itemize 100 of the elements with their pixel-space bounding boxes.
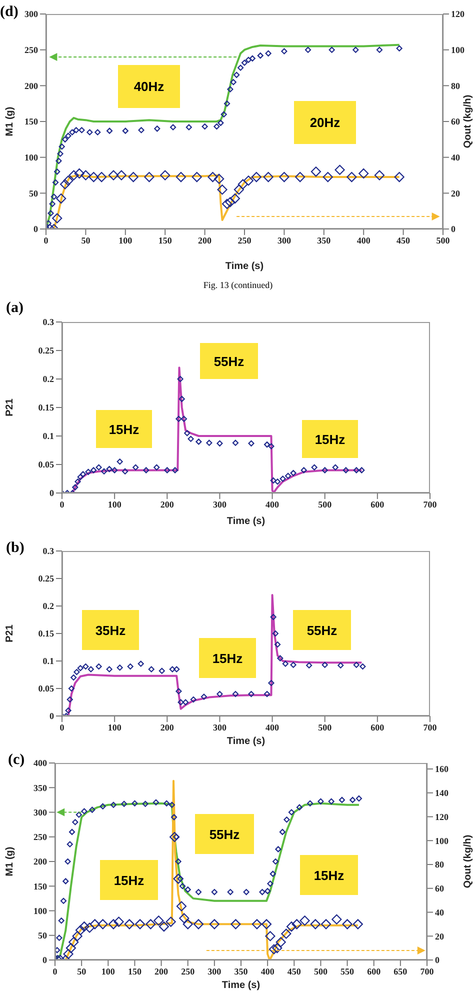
x-tick-label: 400: [266, 722, 280, 732]
x-tick-label: 600: [370, 499, 385, 510]
x-tick-label: 150: [128, 966, 142, 976]
chart-title: (c): [8, 752, 25, 769]
y2-axis-title: Qout (kg/h): [462, 94, 474, 148]
caption: Fig. 13 (continued): [202, 280, 274, 290]
x-tick-label: 350: [234, 966, 248, 976]
y-tick-label: 50: [29, 188, 38, 198]
y2-tick-label: 20: [435, 931, 444, 942]
x-tick-label: 700: [423, 499, 438, 510]
x-tick-label: 500: [314, 966, 328, 976]
y-tick-label: 250: [34, 832, 48, 842]
y-tick-label: 300: [24, 9, 38, 20]
y-tick-label: 250: [24, 45, 38, 56]
y-tick-label: 0.2: [42, 374, 54, 384]
y-tick-label: 0.25: [38, 574, 54, 584]
y-axis-title: M1 (g): [4, 106, 16, 136]
x-tick-label: 300: [277, 235, 292, 246]
y-tick-label: 150: [34, 881, 48, 892]
x-tick-label: 700: [420, 966, 434, 976]
x-tick-label: 0: [60, 499, 65, 510]
y2-axis-title: Qout (kg/h): [462, 834, 474, 888]
y2-tick-label: 140: [435, 788, 449, 798]
y2-tick-label: 60: [435, 884, 444, 894]
y2-tick-label: 40: [435, 907, 444, 918]
annotation: 15Hz: [96, 410, 152, 448]
y-tick-label: 0.15: [38, 628, 54, 639]
annotation: 55Hz: [293, 610, 351, 650]
y2-tick-label: 100: [435, 836, 449, 846]
y-tick-label: 0.3: [42, 317, 54, 328]
y-tick-label: 0.1: [42, 431, 54, 442]
annotation: 20Hz: [294, 101, 356, 144]
y-tick-label: 200: [34, 856, 48, 867]
y-tick-label: 0: [50, 711, 54, 722]
x-tick-label: 100: [118, 235, 133, 246]
y-axis-title: P21: [4, 398, 16, 416]
y-tick-label: 0.25: [38, 346, 54, 356]
y2-tick-label: 160: [435, 764, 449, 774]
x-tick-label: 200: [198, 235, 212, 246]
x-tick-label: 200: [160, 722, 174, 732]
x-axis-title: Time (s): [225, 261, 264, 272]
annotation: 15Hz: [300, 855, 358, 895]
x-tick-label: 550: [340, 966, 355, 976]
x-tick-label: 300: [212, 722, 227, 732]
chart-title: (d): [0, 4, 18, 21]
x-tick-label: 0: [60, 722, 65, 732]
x-tick-label: 500: [318, 722, 332, 732]
x-tick-label: 50: [77, 966, 87, 976]
x-tick-label: 600: [370, 722, 385, 732]
x-tick-label: 400: [356, 235, 371, 246]
x-tick-label: 150: [158, 235, 172, 246]
y2-tick-label: 120: [451, 9, 465, 20]
annotation: 55Hz: [200, 343, 258, 379]
y-axis-title: M1 (g): [4, 846, 16, 876]
x-axis-title: Time (s): [226, 516, 266, 527]
x-tick-label: 600: [367, 966, 382, 976]
y-tick-label: 100: [34, 906, 48, 916]
x-tick-label: 100: [108, 722, 122, 732]
x-tick-label: 300: [212, 499, 227, 510]
y-tick-label: 0.05: [38, 684, 54, 694]
annotation: 40Hz: [118, 65, 180, 108]
x-tick-label: 50: [81, 235, 91, 246]
x-tick-label: 700: [423, 722, 438, 732]
x-tick-label: 250: [238, 235, 252, 246]
y2-tick-label: 0: [451, 224, 456, 234]
y-tick-label: 0.3: [42, 546, 54, 556]
x-tick-label: 500: [318, 499, 332, 510]
y2-tick-label: 60: [451, 116, 460, 127]
y-tick-label: 50: [38, 930, 48, 941]
y-tick-label: 350: [34, 782, 48, 793]
x-tick-label: 100: [108, 499, 122, 510]
annotation: 15Hz: [100, 860, 158, 900]
annotation: 15Hz: [302, 420, 358, 458]
annotation: 15Hz: [199, 638, 256, 678]
y-tick-label: 150: [24, 116, 38, 127]
y-tick-label: 0.2: [42, 601, 54, 612]
x-axis-title: Time (s): [222, 980, 260, 991]
x-tick-label: 500: [436, 235, 450, 246]
y-tick-label: 300: [34, 807, 48, 818]
y-tick-label: 0: [50, 488, 54, 498]
y-axis-title: P21: [4, 624, 16, 642]
x-tick-label: 200: [160, 499, 174, 510]
y-tick-label: 0.15: [38, 402, 54, 413]
x-tick-label: 400: [260, 966, 275, 976]
x-axis-title: Time (s): [226, 736, 266, 747]
x-tick-label: 300: [208, 966, 222, 976]
y-tick-label: 0: [42, 955, 48, 966]
y2-tick-label: 0: [435, 955, 440, 966]
y2-tick-label: 100: [451, 45, 465, 56]
x-tick-label: 650: [394, 966, 408, 976]
x-tick-label: 400: [266, 499, 280, 510]
y-tick-label: 200: [24, 80, 38, 91]
x-tick-label: 250: [181, 966, 196, 976]
y-tick-label: 0.05: [38, 460, 54, 470]
chart-title: (a): [6, 300, 24, 317]
y2-tick-label: 120: [435, 812, 449, 822]
y-tick-label: 0: [34, 224, 38, 234]
x-tick-label: 450: [396, 235, 411, 246]
annotation: 35Hz: [82, 610, 139, 650]
x-tick-label: 100: [101, 966, 116, 976]
